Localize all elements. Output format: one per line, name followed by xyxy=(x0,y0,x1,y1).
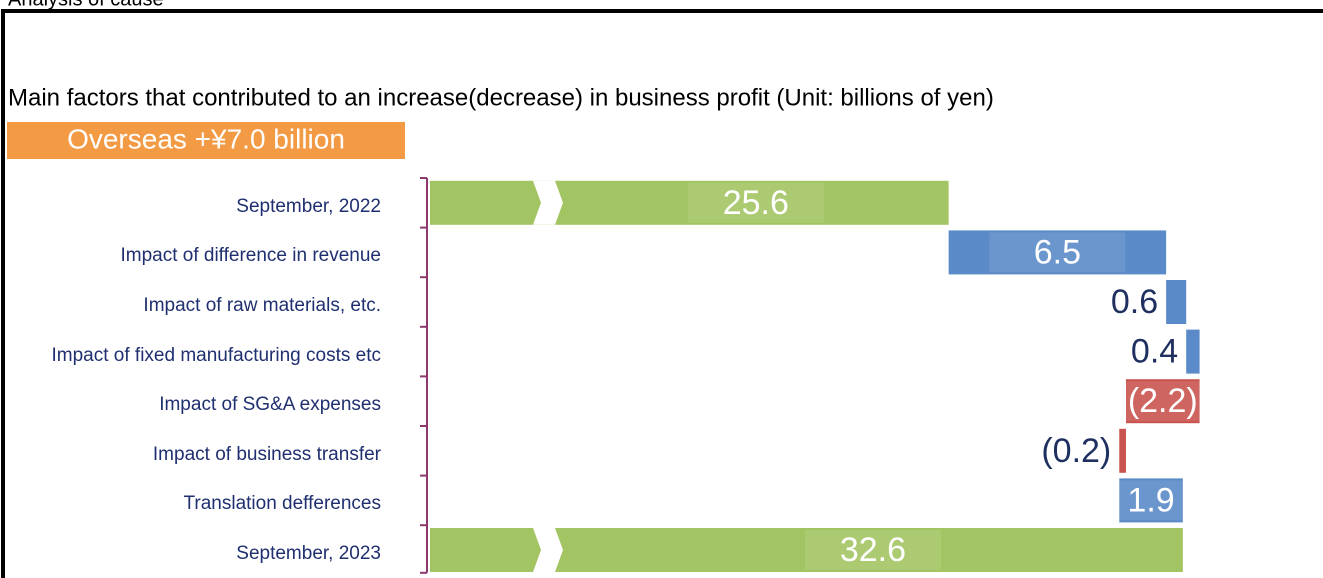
bar xyxy=(948,230,1167,275)
axis-break xyxy=(533,528,563,572)
data-label: 1.9 xyxy=(1127,481,1174,519)
category-label: September, 2022 xyxy=(236,195,381,217)
label-bg xyxy=(804,530,941,570)
category-label: Impact of difference in revenue xyxy=(120,245,381,267)
category-label: Impact of raw materials, etc. xyxy=(143,295,381,316)
subtitle-box xyxy=(7,122,405,159)
bar xyxy=(1125,379,1200,424)
data-label: 0.4 xyxy=(1131,333,1178,371)
bar xyxy=(1119,428,1126,473)
category-label: Impact of fixed manufacturing costs etc xyxy=(51,344,382,366)
frame xyxy=(1,9,1323,578)
bar xyxy=(1166,280,1187,324)
label-bg xyxy=(1083,480,1220,521)
data-label: 25.6 xyxy=(723,184,789,222)
label-bg xyxy=(989,232,1126,273)
heading: Analysis of cause xyxy=(8,0,164,10)
bar xyxy=(1119,478,1183,523)
subtitle: Overseas +¥7.0 billion xyxy=(67,123,345,154)
data-label: 6.5 xyxy=(1034,233,1081,271)
data-label: (2.2) xyxy=(1128,382,1198,420)
category-label: Translation defferences xyxy=(183,493,381,515)
bar xyxy=(430,180,949,225)
label-bg xyxy=(1094,381,1231,422)
chart-title: Main factors that contributed to an incr… xyxy=(8,84,994,111)
category-label: September, 2023 xyxy=(236,543,381,564)
bar xyxy=(1186,329,1200,374)
data-label: 32.6 xyxy=(840,531,906,569)
category-label: Impact of SG&A expenses xyxy=(159,394,381,416)
category-label: Impact of business transfer xyxy=(152,443,381,465)
data-label: 0.6 xyxy=(1111,283,1158,321)
axis-break xyxy=(533,180,563,225)
label-bg xyxy=(687,182,824,223)
data-label: (0.2) xyxy=(1041,432,1111,470)
